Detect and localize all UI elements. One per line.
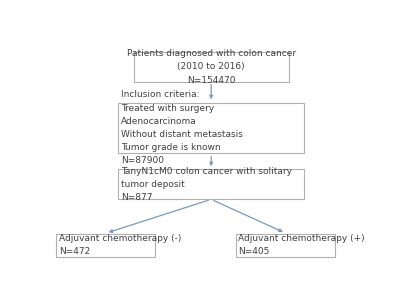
Text: TanyN1cM0 colon cancer with solitary
tumor deposit
N=877: TanyN1cM0 colon cancer with solitary tum…: [121, 167, 292, 202]
FancyBboxPatch shape: [118, 103, 304, 153]
Text: Inclusion criteria:
Treated with surgery
Adenocarcinoma
Without distant metastas: Inclusion criteria: Treated with surgery…: [121, 91, 242, 165]
Text: Adjuvant chemotherapy (-)
N=472: Adjuvant chemotherapy (-) N=472: [59, 234, 181, 257]
Text: Adjuvant chemotherapy (+)
N=405: Adjuvant chemotherapy (+) N=405: [238, 234, 365, 257]
FancyBboxPatch shape: [236, 234, 335, 257]
FancyBboxPatch shape: [134, 52, 289, 82]
FancyBboxPatch shape: [56, 234, 155, 257]
FancyBboxPatch shape: [118, 170, 304, 199]
Text: Patients diagnosed with colon cancer
(2010 to 2016)
N=154470: Patients diagnosed with colon cancer (20…: [127, 49, 296, 85]
